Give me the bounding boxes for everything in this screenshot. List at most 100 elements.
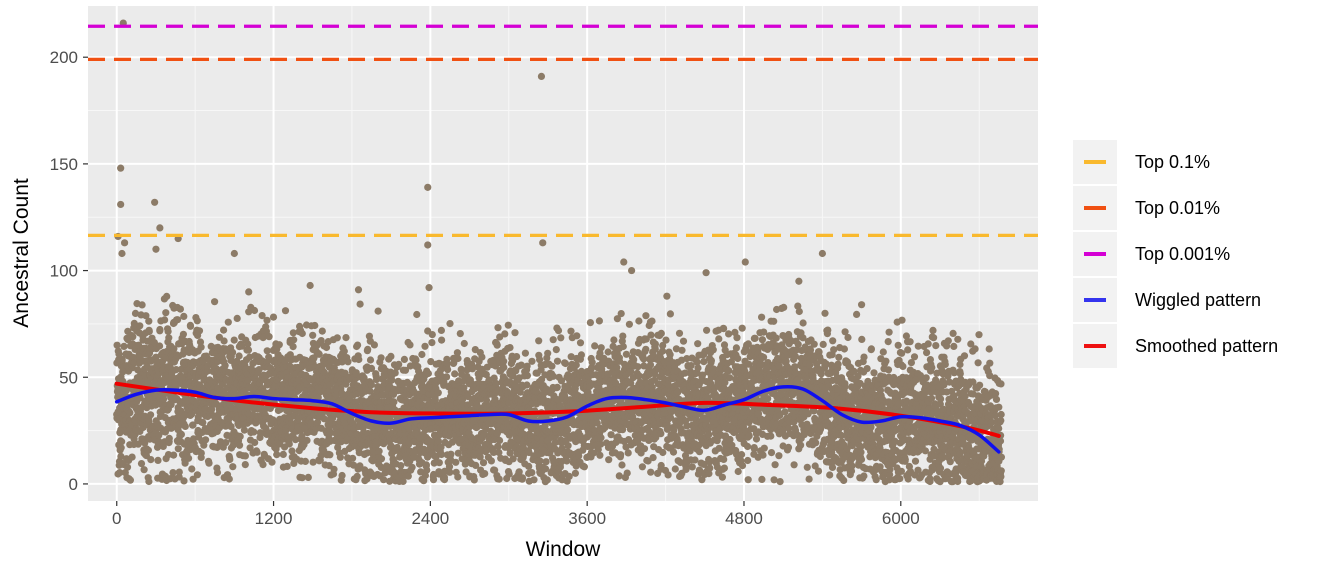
scatter-point (314, 393, 322, 401)
scatter-point (258, 312, 266, 320)
scatter-point (250, 306, 259, 315)
scatter-point (553, 383, 561, 391)
scatter-point (175, 468, 183, 476)
scatter-point (126, 409, 134, 417)
scatter-point (188, 465, 196, 473)
scatter-point (141, 439, 149, 447)
scatter-point (688, 463, 696, 471)
scatter-point (536, 457, 544, 465)
scatter-point (240, 426, 248, 434)
scatter-point (235, 352, 243, 360)
scatter-point (356, 300, 364, 308)
scatter-point (186, 322, 195, 330)
scatter-point (304, 473, 312, 481)
scatter-point (263, 316, 271, 324)
scatter-point (446, 468, 454, 476)
scatter-point (251, 438, 259, 447)
scatter-point (720, 325, 728, 333)
scatter-point (580, 463, 589, 471)
scatter-point (161, 316, 169, 324)
scatter-point (745, 432, 753, 440)
scatter-point (549, 336, 557, 344)
scatter-point (165, 334, 173, 342)
scatter-point (367, 381, 375, 389)
scatter-point (596, 451, 604, 459)
scatter-point (202, 436, 210, 444)
scatter-point (586, 319, 595, 327)
scatter-point (193, 471, 201, 479)
scatter-point (375, 447, 383, 455)
scatter-point (412, 356, 420, 364)
scatter-point (195, 327, 204, 335)
scatter-point (377, 455, 386, 463)
scatter-point (164, 327, 172, 335)
scatter-point (725, 330, 733, 338)
scatter-point (617, 310, 625, 318)
scatter-point (137, 460, 146, 468)
scatter-point (493, 341, 501, 349)
scatter-point (162, 309, 170, 317)
scatter-point (542, 458, 550, 466)
scatter-point (224, 318, 232, 326)
scatter-point (565, 472, 573, 480)
scatter-point (142, 312, 150, 320)
scatter-point (447, 450, 455, 458)
scatter-point (758, 313, 766, 321)
scatter-point (642, 345, 650, 353)
scatter-point (642, 312, 650, 320)
scatter-point (241, 461, 249, 469)
scatter-point (428, 339, 436, 347)
scatter-point (145, 317, 153, 325)
scatter-point (588, 358, 596, 366)
scatter-point (189, 475, 197, 483)
scatter-point (283, 462, 291, 470)
scatter-point (657, 430, 665, 438)
scatter-point (154, 456, 162, 464)
scatter-point (233, 314, 241, 322)
scatter-point (564, 426, 572, 434)
scatter-point (709, 346, 717, 354)
scatter-point (244, 376, 252, 385)
scatter-point (174, 445, 182, 453)
scatter-point (387, 352, 395, 360)
scatter-point (145, 327, 153, 336)
scatter-point (434, 389, 442, 397)
scatter-point (170, 345, 178, 353)
scatter-point (563, 457, 571, 465)
scatter-point (635, 317, 643, 325)
scatter-point (287, 419, 295, 427)
scatter-point (530, 476, 538, 484)
scatter-point (505, 470, 513, 478)
scatter-point (406, 341, 414, 349)
scatter-point (189, 421, 197, 429)
scatter-point (523, 381, 531, 389)
scatter-point (734, 354, 742, 363)
scatter-point (169, 469, 177, 477)
scatter-point (181, 422, 189, 430)
scatter-point (289, 329, 297, 337)
scatter-point (180, 312, 188, 320)
scatter-point (557, 334, 565, 342)
scatter-point (273, 451, 281, 459)
scatter-point (610, 336, 618, 344)
scatter-point (281, 307, 290, 315)
scatter-point (758, 336, 767, 344)
scatter-point (617, 451, 625, 459)
scatter-point (718, 473, 727, 481)
scatter-point (638, 463, 647, 471)
scatter-point (318, 327, 326, 335)
scatter-point (495, 475, 503, 483)
scatter-point (446, 320, 454, 328)
scatter-point (244, 346, 252, 354)
scatter-point (513, 353, 521, 361)
scatter-point (662, 336, 670, 344)
scatter-point (715, 335, 723, 343)
scatter-point (591, 342, 599, 350)
scatter-point (744, 476, 752, 484)
scatter-point (657, 329, 665, 337)
scatter-point (511, 329, 519, 337)
scatter-point (726, 374, 734, 382)
scatter-point (303, 436, 311, 444)
scatter-point (597, 434, 605, 442)
scatter-point (421, 342, 429, 350)
